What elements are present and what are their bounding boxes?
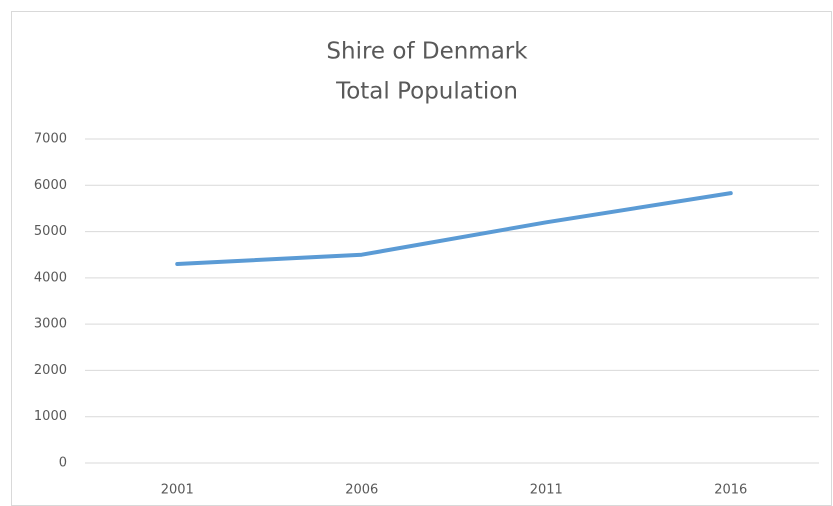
x-tick-label: 2011 [530,483,563,498]
x-tick-label: 2001 [161,483,194,498]
y-tick-label: 4000 [34,270,67,285]
y-tick-label: 6000 [34,178,67,193]
x-tick-label: 2006 [345,483,378,498]
chart-title: Total Population [335,79,518,105]
y-tick-label: 3000 [34,317,67,332]
y-tick-label: 7000 [34,132,67,147]
y-tick-label: 2000 [34,363,67,378]
chart-title: Shire of Denmark [326,39,528,65]
y-tick-label: 1000 [34,409,67,424]
chart-border [11,11,832,506]
y-tick-label: 5000 [34,224,67,239]
x-tick-label: 2016 [714,483,747,498]
data-line [175,191,733,266]
y-tick-label: 0 [59,456,67,471]
